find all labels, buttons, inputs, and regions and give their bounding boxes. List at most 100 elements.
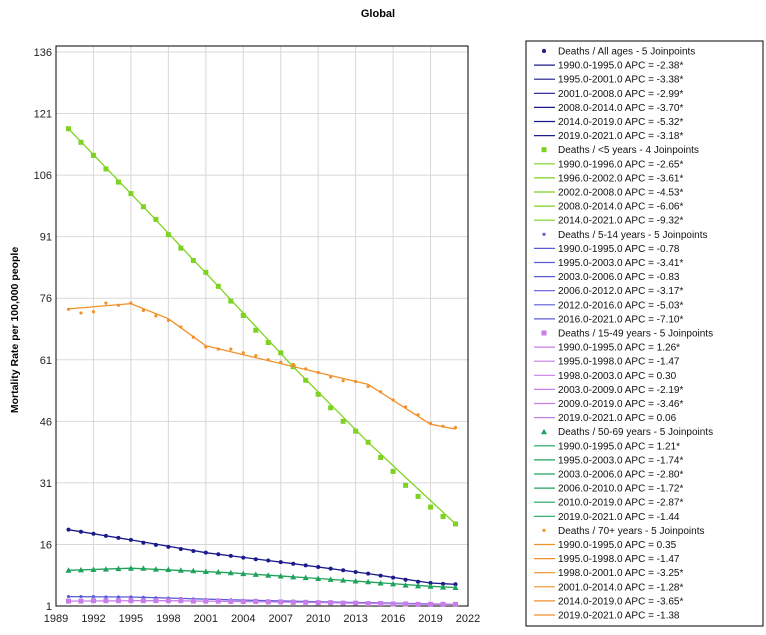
data-point	[78, 139, 84, 145]
data-point	[78, 598, 84, 604]
data-point	[215, 283, 221, 289]
data-point	[91, 310, 96, 314]
data-point	[252, 571, 259, 577]
data-point	[191, 335, 195, 339]
data-point	[266, 558, 271, 563]
data-point	[190, 567, 197, 574]
data-point	[354, 379, 358, 384]
legend-segment-label: 2019.0-2021.0 APC = -3.18*	[558, 131, 683, 142]
data-point	[427, 583, 434, 589]
data-point	[340, 577, 347, 583]
x-tick-label: 2001	[194, 613, 218, 625]
y-axis-ticks: 1 16 31 46 61 76 91 106 121 136	[34, 47, 52, 613]
legend-segment-label: 2001.0-2008.0 APC = -2.99*	[558, 89, 683, 100]
data-point	[215, 598, 221, 604]
data-point	[403, 405, 408, 409]
y-tick-label: 106	[34, 170, 52, 182]
legend-segment-label: 2003.0-2009.0 APC = -2.19*	[558, 385, 683, 396]
series-2	[65, 126, 459, 527]
legend-segment-label: 2008.0-2014.0 APC = -6.06*	[558, 202, 683, 213]
data-point	[415, 493, 421, 499]
data-point	[140, 598, 146, 604]
data-point	[328, 405, 334, 411]
data-point	[303, 377, 309, 383]
series-5	[65, 565, 459, 591]
legend-segment-label: 1990.0-1995.0 APC = -2.38*	[558, 61, 683, 72]
y-tick-label: 121	[34, 109, 52, 121]
data-point	[141, 308, 145, 313]
y-axis-label: Mortality Rate per 100,000 people	[9, 247, 21, 413]
data-point	[66, 307, 71, 311]
data-point	[253, 598, 259, 604]
legend-segment-label: 2009.0-2019.0 APC = -3.46*	[558, 399, 683, 410]
data-point	[303, 599, 309, 605]
legend-entry-4: Deaths / 15-49 years - 5 Joinpoints 1990.…	[534, 329, 713, 424]
series-layer	[65, 126, 459, 607]
legend-segment-label: 2012.0-2016.0 APC = -5.03*	[558, 300, 683, 311]
data-point	[365, 439, 371, 445]
fitted-line	[68, 302, 456, 430]
data-point	[165, 232, 171, 238]
data-point	[152, 566, 159, 572]
data-point	[415, 582, 422, 589]
legend-entry-6: Deaths / 70+ years - 5 Joinpoints 1990.0-…	[534, 526, 704, 622]
legend-segment-label: 1995.0-2003.0 APC = -3.41*	[558, 258, 683, 269]
x-tick-label: 2013	[343, 613, 367, 625]
data-point	[278, 599, 284, 605]
x-tick-label: 2007	[268, 613, 292, 625]
legend-segment-label: 2014.0-2019.0 APC = -5.32*	[558, 117, 683, 128]
data-point	[227, 569, 234, 576]
data-point	[378, 454, 384, 460]
data-point	[253, 557, 258, 562]
data-point	[542, 232, 546, 236]
data-point	[316, 565, 321, 570]
y-tick-label: 76	[40, 293, 52, 305]
data-point	[379, 390, 383, 394]
data-point	[265, 599, 271, 605]
data-point	[440, 584, 447, 590]
data-point	[390, 468, 396, 474]
x-tick-label: 1992	[81, 613, 105, 625]
data-point	[104, 595, 108, 599]
grid-lines	[55, 46, 469, 607]
data-point	[315, 600, 321, 606]
data-point	[254, 354, 258, 358]
data-point	[352, 577, 359, 584]
series-4	[65, 598, 459, 607]
data-point	[241, 351, 245, 355]
data-point	[378, 573, 383, 578]
data-point	[353, 569, 358, 574]
data-point	[204, 345, 208, 349]
legend-series-label: Deaths / <5 years - 4 Joinpoints	[558, 145, 699, 156]
data-point	[453, 582, 458, 587]
data-point	[265, 340, 271, 346]
data-point	[542, 49, 546, 53]
data-point	[428, 504, 434, 510]
chart-title: Global	[361, 8, 395, 20]
legend-frame	[525, 40, 764, 627]
data-point	[315, 575, 322, 582]
data-point	[65, 598, 71, 604]
data-point	[79, 311, 83, 315]
data-point	[128, 598, 134, 604]
data-point	[340, 418, 346, 424]
legend-segment-label: 2014.0-2019.0 APC = -3.65*	[558, 596, 683, 607]
data-point	[391, 575, 396, 580]
data-point	[203, 598, 209, 604]
data-point	[178, 598, 184, 604]
legend-segment-label: 1990.0-1995.0 APC = 1.26*	[558, 343, 680, 354]
data-point	[90, 152, 96, 158]
data-point	[91, 531, 96, 536]
data-point	[190, 257, 196, 263]
legend-segment-label: 2014.0-2021.0 APC = -9.32*	[558, 216, 683, 227]
data-point	[90, 566, 97, 572]
data-point	[66, 594, 71, 599]
data-point	[265, 572, 272, 578]
data-point	[65, 567, 72, 573]
x-tick-label: 1989	[44, 613, 68, 625]
data-point	[353, 600, 359, 606]
data-point	[266, 358, 270, 362]
y-tick-label: 136	[34, 47, 52, 59]
data-point	[153, 216, 159, 222]
data-point	[240, 312, 246, 318]
